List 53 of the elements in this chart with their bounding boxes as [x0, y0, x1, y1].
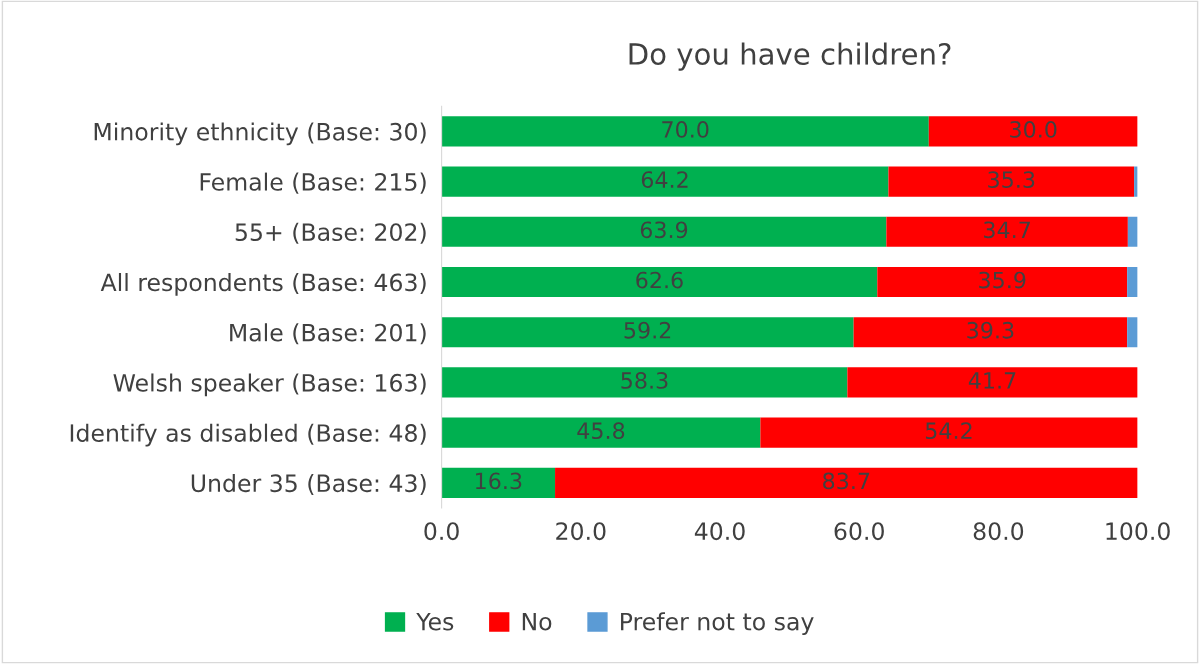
y-tick-label: 55+ (Base: 202) [235, 222, 426, 244]
bar [886, 216, 1128, 247]
chart-title: Do you have children? [629, 42, 951, 71]
data-label: 54.2 [925, 422, 972, 440]
bar [1127, 317, 1138, 348]
x-tick-label: 40.0 [694, 522, 745, 541]
bar [1127, 216, 1138, 247]
bar [760, 417, 1138, 448]
data-label: 58.3 [621, 372, 668, 389]
bar [928, 116, 1138, 147]
y-tick-label: Minority ethnicity (Base: 30) [94, 122, 426, 146]
data-label: 83.7 [823, 472, 870, 490]
bar [441, 417, 761, 448]
y-tick-label: Welsh speaker (Base: 163) [113, 373, 426, 397]
bar [441, 116, 929, 147]
bar [441, 367, 848, 398]
x-tick-label: 20.0 [556, 522, 606, 541]
legend-label: Prefer not to say [621, 612, 814, 636]
bar [877, 266, 1128, 298]
legend-label: No [522, 612, 552, 631]
data-label: 59.2 [624, 321, 671, 339]
data-label: 41.7 [968, 372, 1016, 389]
x-tick-label: 60.0 [834, 522, 884, 541]
data-label: 39.3 [967, 321, 1014, 339]
legend-label: Yes [416, 612, 454, 631]
x-tick-label: 100.0 [1106, 522, 1170, 541]
x-tick-label: 0.0 [424, 522, 459, 541]
bar [1127, 266, 1138, 298]
bar [441, 467, 556, 498]
y-tick-label: Male (Base: 201) [230, 323, 426, 345]
data-label: 35.9 [979, 271, 1026, 289]
bar [441, 216, 887, 247]
data-label: 64.2 [641, 171, 688, 189]
data-label: 34.7 [984, 221, 1030, 239]
bar [441, 166, 889, 197]
bar [888, 166, 1135, 197]
y-tick-label: Female (Base: 215) [200, 172, 426, 194]
bar [555, 467, 1138, 498]
y-tick-label: Under 35 (Base: 43) [191, 473, 426, 495]
bar [441, 317, 854, 348]
data-label: 45.8 [577, 422, 625, 440]
bar [853, 317, 1128, 348]
y-tick-label: Identify as disabled (Base: 48) [70, 423, 426, 447]
data-label: 63.9 [640, 221, 688, 239]
data-label: 35.3 [988, 171, 1035, 189]
data-label: 30.0 [1010, 120, 1057, 138]
x-tick-label: 80.0 [973, 522, 1024, 541]
data-label: 70.0 [662, 120, 709, 138]
data-label: 16.3 [476, 472, 522, 490]
bar [441, 266, 878, 298]
data-label: 62.6 [636, 271, 683, 289]
y-tick-label: All respondents (Base: 463) [100, 273, 426, 296]
bar [847, 367, 1138, 398]
